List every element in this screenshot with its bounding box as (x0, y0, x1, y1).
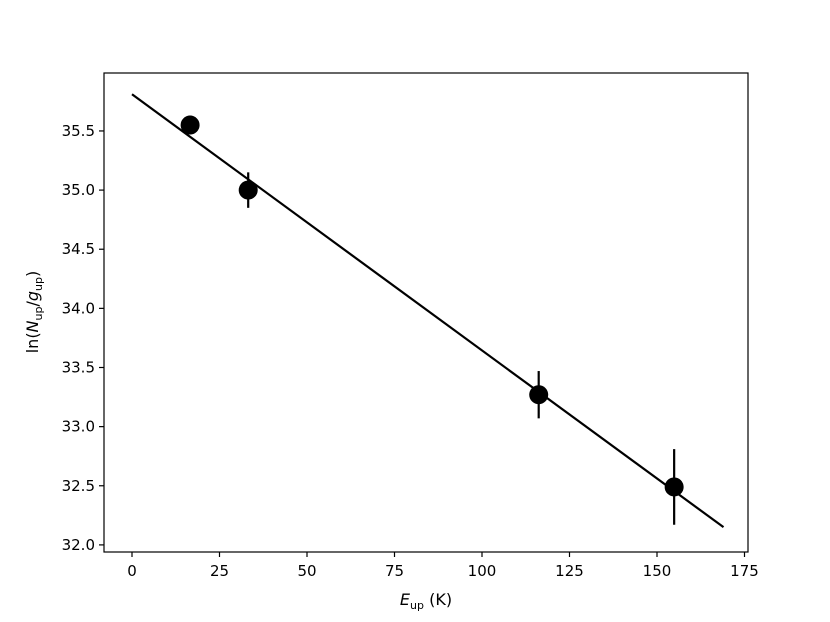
y-tick-label: 32.5 (62, 477, 95, 495)
x-tick-label: 100 (468, 562, 497, 580)
y-axis-label: ln(Nup/gup) (23, 271, 45, 354)
y-tick-label: 33.0 (62, 418, 95, 436)
y-tick-label: 33.5 (62, 358, 95, 376)
x-axis-label: Eup (K) (400, 590, 452, 612)
x-tick-label: 50 (297, 562, 316, 580)
y-tick-label: 34.0 (62, 299, 95, 317)
axis-ticks: 0 25 50 75 100 125 150 175 32.0 32.5 33.0 33.5 34.0 3… (62, 122, 759, 580)
y-tick-label: 32.0 (62, 536, 95, 554)
x-tick-label: 0 (127, 562, 137, 580)
data-point-1 (180, 115, 200, 135)
y-tick-label: 35.0 (62, 181, 95, 199)
plot-frame (103, 72, 749, 553)
data-point-2 (238, 180, 258, 200)
y-tick-label: 34.5 (62, 240, 95, 258)
x-tick-label: 75 (385, 562, 404, 580)
data-point-3 (529, 385, 549, 405)
fit-line (131, 93, 725, 529)
x-tick-label: 125 (555, 562, 584, 580)
x-tick-label: 150 (643, 562, 672, 580)
x-tick-label: 175 (730, 562, 759, 580)
data-point-4 (664, 477, 684, 497)
data-marks (131, 93, 725, 529)
y-tick-label: 35.5 (62, 122, 95, 140)
x-tick-label: 25 (210, 562, 229, 580)
